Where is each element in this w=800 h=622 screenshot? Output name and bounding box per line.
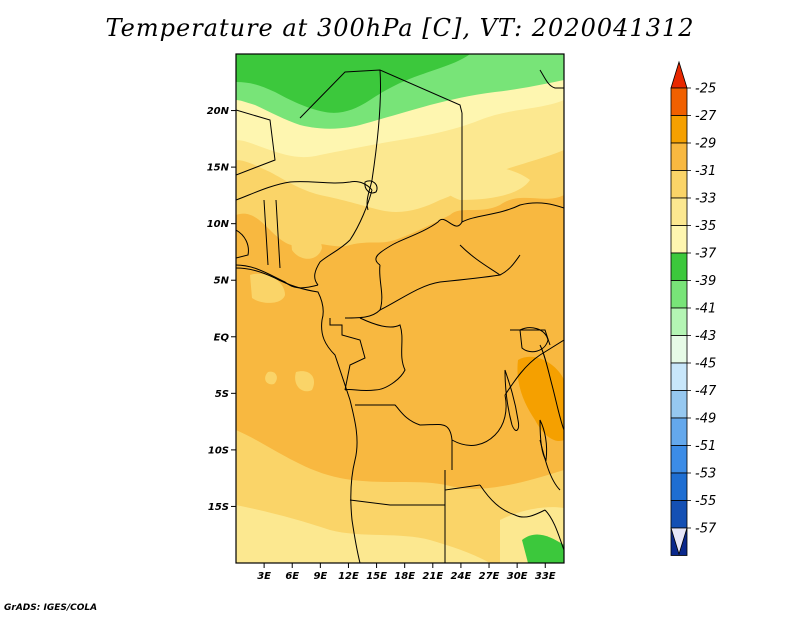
border-sudan-south bbox=[461, 202, 564, 223]
colorbar-segment bbox=[670, 500, 688, 529]
border-congo-gabon bbox=[329, 318, 366, 391]
field-southeast-green bbox=[522, 534, 564, 563]
border-benin-togo bbox=[263, 199, 281, 269]
border-car-drc bbox=[379, 254, 521, 311]
lat-tick-label: EQ bbox=[214, 332, 230, 343]
colorbar-label: -45 bbox=[695, 357, 716, 372]
colorbar-segment bbox=[670, 87, 688, 116]
colorbar-label: -31 bbox=[695, 164, 716, 179]
lon-tick-label: 6E bbox=[285, 571, 299, 582]
colorbar-segment bbox=[670, 362, 688, 391]
colorbar-label: -51 bbox=[695, 439, 716, 454]
border-mozambique bbox=[544, 509, 564, 551]
field-north-darkgreen bbox=[236, 54, 470, 113]
lat-tick-label: 10N bbox=[207, 219, 230, 230]
lon-tick-label: 9E bbox=[313, 571, 327, 582]
border-west-coast bbox=[236, 229, 249, 259]
lon-tick-label: 30E bbox=[507, 571, 528, 582]
colorbar-label: -35 bbox=[695, 219, 716, 234]
colorbar-label: -41 bbox=[695, 302, 716, 317]
lake-chad bbox=[364, 180, 378, 194]
border-zambia-zimbabwe bbox=[479, 484, 546, 518]
lake-malawi bbox=[539, 419, 548, 462]
border-niger-nigeria bbox=[236, 181, 373, 201]
border-chad-niger bbox=[366, 69, 382, 211]
colorbar-label: -53 bbox=[695, 467, 716, 482]
colorbar-segment bbox=[670, 307, 688, 336]
border-tanzania bbox=[504, 339, 564, 396]
lat-tick-label: 15N bbox=[207, 163, 230, 174]
coast-red-sea bbox=[539, 69, 564, 89]
lon-tick-label: 15E bbox=[366, 571, 387, 582]
colorbar-segment bbox=[670, 142, 688, 171]
colorbar-label: -49 bbox=[695, 412, 716, 427]
colorbar-label: -25 bbox=[695, 82, 716, 97]
colorbar-label: -55 bbox=[695, 494, 716, 509]
longitude-axis: 3E 6E 9E 12E 15E 18E 21E 24E 27E 30E 33E bbox=[257, 563, 556, 582]
colorbar-segment bbox=[670, 225, 688, 254]
lon-tick-label: 33E bbox=[535, 571, 556, 582]
map-frame bbox=[235, 53, 565, 564]
coast-east bbox=[539, 344, 564, 431]
field-mid-yellow-1 bbox=[290, 228, 322, 259]
colorbar-top-arrow bbox=[670, 60, 688, 89]
field-south-cream bbox=[236, 505, 490, 563]
map-title: Temperature at 300hPa [C], VT: 202004131… bbox=[105, 14, 695, 42]
colorbar-segment bbox=[670, 252, 688, 281]
colorbar-label: -29 bbox=[695, 137, 716, 152]
field-west-pale-3 bbox=[265, 371, 277, 385]
lake-victoria bbox=[519, 327, 549, 353]
border-drc-zambia bbox=[451, 394, 507, 446]
lat-tick-label: 5S bbox=[215, 389, 229, 400]
colorbar-label: -43 bbox=[695, 329, 716, 344]
colorbar-bottom-arrow bbox=[670, 527, 688, 556]
coast-gulf-guinea bbox=[236, 267, 361, 563]
border-nigeria-cameroon bbox=[314, 189, 373, 286]
field-east-orange bbox=[517, 356, 564, 441]
colorbar-segment bbox=[670, 472, 688, 501]
colorbar-segment bbox=[670, 280, 688, 309]
latitude-axis: 20N 15N 10N 5N EQ 5S 10S 15S bbox=[207, 106, 236, 513]
temperature-field bbox=[236, 54, 564, 563]
colorbar-segment bbox=[670, 390, 688, 419]
lon-tick-label: 27E bbox=[479, 571, 500, 582]
colorbar-segment bbox=[670, 115, 688, 144]
field-west-pale-1 bbox=[250, 273, 285, 303]
lat-tick-label: 5N bbox=[214, 276, 230, 287]
colorbar-label: -27 bbox=[695, 109, 717, 124]
lat-tick-label: 20N bbox=[207, 106, 230, 117]
border-niger-algeria bbox=[236, 109, 276, 176]
lon-tick-label: 18E bbox=[394, 571, 415, 582]
border-congo-drc bbox=[344, 317, 406, 392]
colorbar-label: -39 bbox=[695, 274, 716, 289]
field-north-lightgreen-east bbox=[470, 54, 564, 83]
field-west-pale-2 bbox=[295, 371, 315, 392]
border-chad-sudan bbox=[375, 219, 463, 266]
colorbar-segment bbox=[670, 335, 688, 364]
colorbar-segment bbox=[670, 417, 688, 446]
colorbar-label: -37 bbox=[695, 247, 717, 262]
border-drc-angola bbox=[355, 404, 453, 470]
colorbar-segment bbox=[670, 197, 688, 226]
grads-credit: GrADS: IGES/COLA bbox=[4, 603, 98, 613]
lon-tick-label: 3E bbox=[257, 571, 271, 582]
colorbar-label: -47 bbox=[695, 384, 717, 399]
lon-tick-label: 21E bbox=[422, 571, 443, 582]
lake-tanganyika bbox=[504, 369, 519, 431]
colorbar-segment bbox=[670, 445, 688, 474]
lon-tick-label: 24E bbox=[451, 571, 472, 582]
colorbar-segment bbox=[670, 170, 688, 199]
country-borders bbox=[236, 69, 564, 563]
border-west-africa bbox=[236, 264, 319, 289]
lon-tick-label: 12E bbox=[338, 571, 359, 582]
border-south-sudan bbox=[459, 244, 501, 276]
lat-tick-label: 15S bbox=[208, 502, 229, 513]
lat-tick-label: 10S bbox=[208, 445, 229, 456]
colorbar-label: -33 bbox=[695, 192, 716, 207]
colorbar: -25 -27 -29 -31 -33 -35 -37 -39 -41 -43 -45 -47 -49 -… bbox=[670, 60, 717, 556]
colorbar-label: -57 bbox=[695, 522, 717, 537]
